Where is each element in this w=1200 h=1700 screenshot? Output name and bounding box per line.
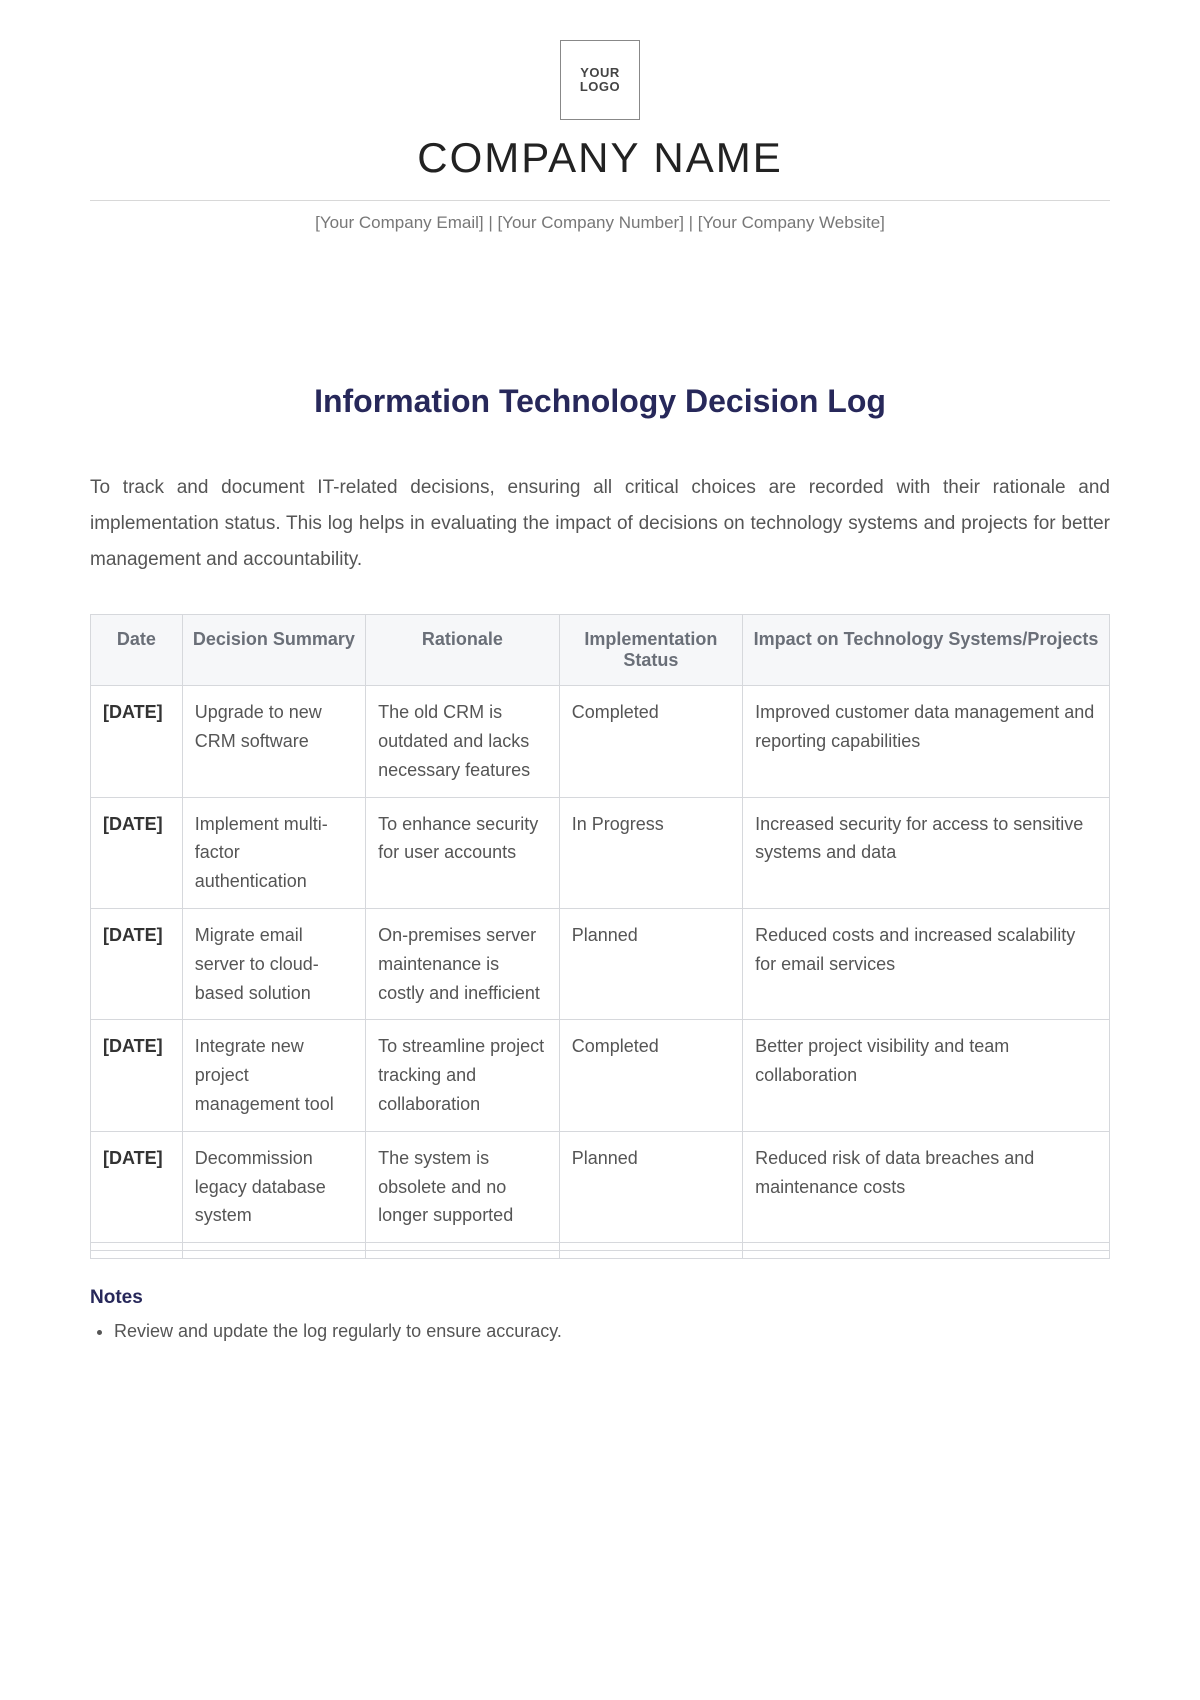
table-empty-row	[91, 1251, 1110, 1259]
cell-impact: Improved customer data management and re…	[743, 686, 1110, 797]
cell-rationale: The old CRM is outdated and lacks necess…	[366, 686, 560, 797]
cell-date: [DATE]	[91, 686, 183, 797]
col-header-summary: Decision Summary	[182, 615, 365, 686]
note-item: Review and update the log regularly to e…	[114, 1317, 1110, 1346]
cell-status: Completed	[559, 1020, 742, 1131]
empty-cell	[91, 1251, 183, 1259]
cell-date: [DATE]	[91, 1020, 183, 1131]
intro-paragraph: To track and document IT-related decisio…	[90, 470, 1110, 578]
empty-cell	[743, 1251, 1110, 1259]
empty-cell	[182, 1243, 365, 1251]
empty-cell	[182, 1251, 365, 1259]
document-page: YOUR LOGO COMPANY NAME [Your Company Ema…	[0, 0, 1200, 1700]
notes-list: Review and update the log regularly to e…	[90, 1317, 1110, 1346]
document-title: Information Technology Decision Log	[90, 383, 1110, 420]
notes-heading: Notes	[90, 1287, 1110, 1309]
table-row: [DATE]Implement multi-factor authenticat…	[91, 797, 1110, 908]
table-header-row: Date Decision Summary Rationale Implemen…	[91, 615, 1110, 686]
col-header-impact: Impact on Technology Systems/Projects	[743, 615, 1110, 686]
table-body: [DATE]Upgrade to new CRM softwareThe old…	[91, 686, 1110, 1259]
cell-summary: Upgrade to new CRM software	[182, 686, 365, 797]
cell-impact: Better project visibility and team colla…	[743, 1020, 1110, 1131]
cell-status: Completed	[559, 686, 742, 797]
cell-impact: Increased security for access to sensiti…	[743, 797, 1110, 908]
cell-date: [DATE]	[91, 797, 183, 908]
empty-cell	[366, 1243, 560, 1251]
table-row: [DATE]Decommission legacy database syste…	[91, 1131, 1110, 1242]
table-head: Date Decision Summary Rationale Implemen…	[91, 615, 1110, 686]
cell-rationale: To enhance security for user accounts	[366, 797, 560, 908]
company-name: COMPANY NAME	[90, 134, 1110, 182]
cell-status: In Progress	[559, 797, 742, 908]
cell-summary: Migrate email server to cloud-based solu…	[182, 909, 365, 1020]
header-divider	[90, 200, 1110, 201]
cell-impact: Reduced costs and increased scalability …	[743, 909, 1110, 1020]
empty-cell	[559, 1243, 742, 1251]
logo-text: YOUR LOGO	[561, 66, 639, 95]
decision-log-table: Date Decision Summary Rationale Implemen…	[90, 614, 1110, 1259]
table-row: [DATE]Migrate email server to cloud-base…	[91, 909, 1110, 1020]
table-row: [DATE]Upgrade to new CRM softwareThe old…	[91, 686, 1110, 797]
cell-status: Planned	[559, 909, 742, 1020]
empty-cell	[743, 1243, 1110, 1251]
col-header-rationale: Rationale	[366, 615, 560, 686]
cell-summary: Decommission legacy database system	[182, 1131, 365, 1242]
table-empty-row	[91, 1243, 1110, 1251]
empty-cell	[91, 1243, 183, 1251]
cell-summary: Implement multi-factor authentication	[182, 797, 365, 908]
empty-cell	[559, 1251, 742, 1259]
col-header-status: Implementation Status	[559, 615, 742, 686]
cell-rationale: To streamline project tracking and colla…	[366, 1020, 560, 1131]
logo-placeholder: YOUR LOGO	[560, 40, 640, 120]
contact-line: [Your Company Email] | [Your Company Num…	[90, 213, 1110, 233]
col-header-date: Date	[91, 615, 183, 686]
cell-rationale: On-premises server maintenance is costly…	[366, 909, 560, 1020]
cell-impact: Reduced risk of data breaches and mainte…	[743, 1131, 1110, 1242]
table-row: [DATE]Integrate new project management t…	[91, 1020, 1110, 1131]
cell-date: [DATE]	[91, 909, 183, 1020]
cell-summary: Integrate new project management tool	[182, 1020, 365, 1131]
cell-status: Planned	[559, 1131, 742, 1242]
cell-date: [DATE]	[91, 1131, 183, 1242]
empty-cell	[366, 1251, 560, 1259]
cell-rationale: The system is obsolete and no longer sup…	[366, 1131, 560, 1242]
